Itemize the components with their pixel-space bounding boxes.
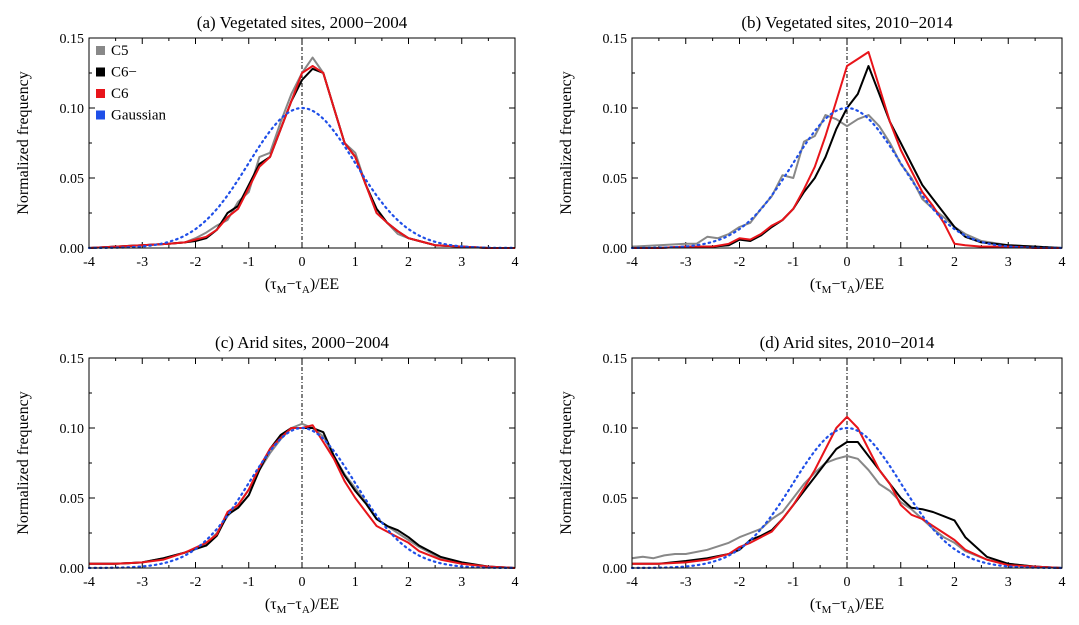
legend-swatch [96,46,105,55]
series-line-c6 [632,415,1063,569]
x-tick-label: -3 [680,575,692,590]
legend-label: C6 [111,86,129,102]
y-axis-title: Normalized frequency [558,71,575,214]
x-tick-label: 3 [458,255,465,270]
x-tick-label: 2 [405,575,412,590]
panel-d: (d) Arid sites, 2010−2014 -4 -3 -2 -1 0 1 2 3 4 0.… [558,333,1066,616]
y-tick-label: 0.15 [60,352,85,367]
y-tick-label: 0.10 [60,422,85,437]
x-tick-label: 3 [458,575,465,590]
x-tick-label: -3 [136,255,148,270]
x-tick-label: -4 [83,575,95,590]
y-tick-label: 0.00 [603,562,628,577]
x-tick-label: -2 [190,575,202,590]
y-tick-label: 0.00 [60,562,85,577]
x-tick-label: 0 [844,575,851,590]
x-tick-label: -4 [626,575,638,590]
x-tick-label: -3 [680,255,692,270]
x-tick-label: 1 [352,255,359,270]
x-tick-label: 0 [299,255,306,270]
y-tick-label: 0.05 [60,492,85,507]
y-tick-label: 0.15 [60,32,85,47]
y-axis-title: Normalized frequency [558,391,575,534]
panel-title: (d) Arid sites, 2010−2014 [760,333,935,352]
x-tick-label: 2 [405,255,412,270]
series-line-c6 [89,424,516,569]
x-tick-label: -2 [734,255,746,270]
series-line-c5 [631,455,1063,569]
panel-b: (b) Vegetated sites, 2010−2014 -4 -3 -2 -1 0 1… [558,13,1066,296]
x-tick-label: 1 [897,255,904,270]
x-tick-label: 1 [352,575,359,590]
x-tick-label: -3 [136,575,148,590]
x-tick-label: 0 [844,255,851,270]
x-tick-label: -2 [190,255,202,270]
series-line-gaussian [87,426,517,570]
x-tick-label: 0 [299,575,306,590]
y-tick-label: 0.05 [603,172,628,187]
plot-frame [631,37,1063,249]
x-axis-title: (τM−τA)/EE [810,276,884,296]
legend-swatch [96,67,105,77]
x-tick-label: 3 [1005,255,1012,270]
x-tick-label: -1 [787,255,799,270]
panel-c: (c) Arid sites, 2000−2004 -4 -3 -2 -1 0 1 2 3 4 0.… [15,333,519,616]
x-tick-label: -1 [787,575,799,590]
legend-label: C5 [111,43,129,59]
y-axis-title: Normalized frequency [15,391,32,534]
y-tick-label: 0.05 [60,172,85,187]
x-tick-label: 3 [1005,575,1012,590]
x-tick-label: 4 [1059,255,1066,270]
y-tick-label: 0.00 [60,242,85,257]
x-tick-label: 4 [1059,575,1066,590]
x-axis-title: (τM−τA)/EE [810,596,884,616]
plot-frame [88,357,516,569]
x-tick-label: -4 [83,255,95,270]
series-line-gaussian [630,426,1064,570]
y-tick-label: 0.10 [603,102,628,117]
x-tick-label: -4 [626,255,638,270]
legend-label: C6− [111,65,137,81]
x-tick-label: 1 [897,575,904,590]
x-axis-title: (τM−τA)/EE [265,276,339,296]
legend-swatch [96,89,105,98]
x-tick-label: 2 [951,575,958,590]
x-tick-label: -1 [243,575,255,590]
x-tick-label: 4 [512,255,519,270]
y-tick-label: 0.00 [603,242,628,257]
x-tick-label: 4 [512,575,519,590]
y-axis-title: Normalized frequency [15,71,32,214]
y-tick-label: 0.15 [603,352,628,367]
series-line-gaussian [87,106,517,250]
plot-frame [631,357,1063,569]
x-axis-title: (τM−τA)/EE [265,596,339,616]
panel-title: (b) Vegetated sites, 2010−2014 [741,13,953,32]
series-line-gaussian [630,106,1064,250]
panel-title: (a) Vegetated sites, 2000−2004 [197,13,408,32]
x-tick-label: 2 [951,255,958,270]
panel-title: (c) Arid sites, 2000−2004 [215,333,389,352]
plot-frame [88,37,516,249]
legend-swatch [96,110,105,120]
y-tick-label: 0.15 [603,32,628,47]
y-tick-label: 0.10 [60,102,85,117]
legend-label: Gaussian [111,108,166,124]
x-tick-label: -1 [243,255,255,270]
series-line-c6 [632,51,1062,249]
panel-a: (a) Vegetated sites, 2000−2004 -4 -3 -2 -1 0 1… [15,13,519,296]
legend: C5 C6− C6 Gaussian [96,43,166,124]
x-tick-label: -2 [734,575,746,590]
y-tick-label: 0.05 [603,492,628,507]
series-line-c6 [88,65,515,249]
y-tick-label: 0.10 [603,422,628,437]
